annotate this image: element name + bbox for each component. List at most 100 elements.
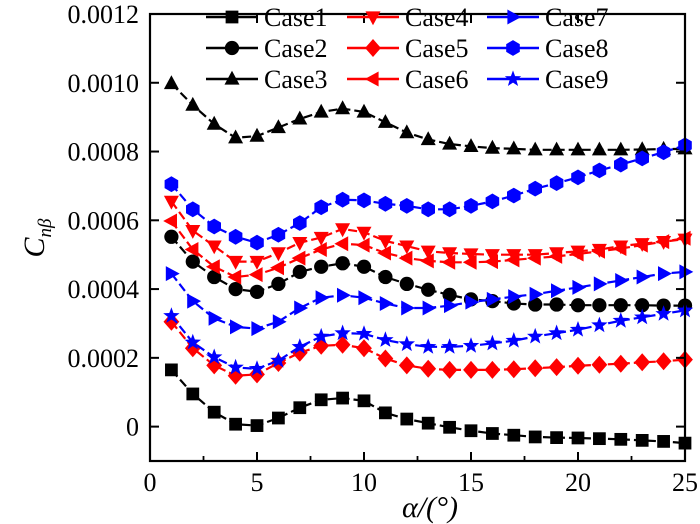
data-point [591, 141, 607, 156]
data-point [505, 332, 522, 348]
data-point [291, 338, 308, 354]
data-point [313, 103, 329, 118]
series-line [170, 144, 686, 244]
data-point [615, 273, 629, 288]
data-point [228, 255, 244, 270]
series-case5 [163, 312, 693, 385]
data-point [270, 119, 286, 134]
data-point [571, 169, 585, 186]
data-point [379, 406, 392, 420]
data-point [420, 338, 437, 354]
data-point [356, 226, 372, 241]
data-point [206, 348, 223, 365]
legend-marker [225, 10, 239, 24]
data-point [591, 316, 608, 333]
data-point [187, 293, 202, 309]
data-point [335, 223, 351, 238]
y-axis-title-subscript: nβ [35, 218, 56, 238]
x-tick-label: 25 [672, 468, 698, 497]
data-point [185, 225, 201, 239]
data-point [334, 335, 351, 354]
data-point [529, 286, 544, 302]
y-tick-label: 0.0008 [68, 138, 140, 167]
data-point [508, 289, 522, 305]
data-point [421, 416, 435, 430]
data-point [420, 359, 437, 378]
data-point [592, 162, 607, 179]
data-point [401, 300, 416, 316]
data-point [228, 129, 244, 144]
data-point [528, 180, 542, 197]
legend-label: Case5 [405, 34, 469, 63]
data-point [441, 360, 458, 379]
data-point [444, 298, 458, 314]
data-point [657, 435, 670, 448]
legend-label: Case7 [545, 3, 609, 32]
data-point [314, 259, 329, 274]
data-point [592, 298, 607, 313]
data-point [270, 352, 287, 368]
data-point [614, 156, 628, 173]
data-point [313, 327, 330, 344]
data-point [230, 319, 244, 335]
x-tick-label: 5 [251, 468, 264, 497]
y-tick-label: 0 [126, 413, 139, 442]
legend-marker [224, 70, 240, 85]
data-point [163, 195, 179, 210]
data-point [593, 276, 608, 292]
data-point [205, 259, 220, 275]
data-point [377, 114, 393, 128]
data-point [293, 401, 307, 415]
data-point [658, 266, 672, 282]
data-point [527, 141, 543, 156]
data-point [462, 254, 477, 270]
data-point [463, 360, 479, 379]
data-point [635, 433, 649, 447]
series-line [170, 270, 686, 330]
data-point [334, 324, 351, 341]
legend-item-case7: Case7 [487, 3, 609, 32]
data-point [293, 215, 307, 231]
data-point [464, 424, 478, 438]
data-point [593, 432, 606, 446]
data-point [399, 240, 415, 255]
data-point [635, 298, 650, 313]
data-point [400, 412, 414, 426]
series-case6 [163, 213, 691, 285]
y-axis-title: Cnβ [18, 218, 56, 258]
data-point [184, 242, 199, 257]
data-point [548, 248, 563, 264]
data-point [291, 250, 306, 266]
data-point [443, 420, 456, 434]
data-point [634, 308, 651, 325]
data-point [462, 337, 480, 353]
data-point [399, 124, 415, 139]
legend-label: Case2 [264, 34, 328, 63]
data-point [484, 139, 500, 154]
data-point [163, 307, 180, 323]
data-point [506, 140, 522, 155]
x-tick-label: 20 [565, 468, 591, 497]
data-point [378, 269, 393, 285]
x-tick-label: 10 [351, 468, 377, 497]
data-point [636, 269, 651, 285]
data-point [656, 144, 671, 161]
data-point [206, 115, 222, 130]
data-point [184, 339, 201, 358]
data-point [548, 358, 565, 377]
data-point [335, 256, 350, 271]
data-point [228, 281, 243, 297]
data-point [165, 363, 178, 377]
data-point [507, 428, 521, 442]
data-point [634, 237, 648, 253]
series-case8 [164, 137, 692, 251]
data-point [569, 321, 587, 337]
y-tick-label: 0.0004 [68, 275, 140, 304]
data-point [270, 247, 286, 262]
series-case1 [165, 363, 692, 450]
data-point [571, 431, 585, 445]
data-point [163, 312, 180, 331]
data-point [463, 138, 479, 152]
data-point [356, 103, 372, 118]
